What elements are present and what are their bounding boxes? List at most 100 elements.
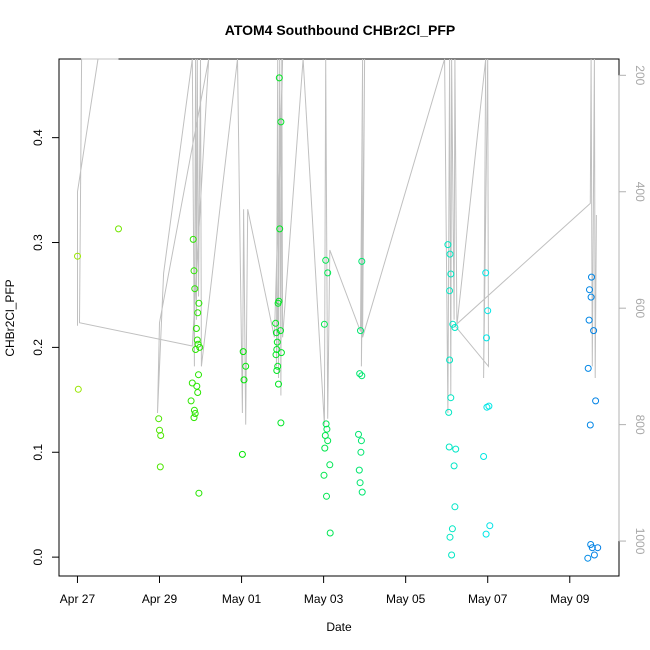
data-point bbox=[320, 320, 328, 328]
y2-tick-label: 1000 bbox=[633, 528, 647, 555]
data-point bbox=[323, 492, 330, 500]
data-point bbox=[74, 385, 82, 393]
data-point bbox=[448, 525, 456, 533]
y2-tick-label: 600 bbox=[633, 298, 647, 318]
data-point bbox=[192, 325, 200, 332]
data-point bbox=[275, 380, 282, 388]
data-point bbox=[277, 419, 285, 427]
y2-axis: 200 400 600 800 1000 bbox=[618, 65, 647, 555]
data-point bbox=[196, 343, 204, 351]
data-point bbox=[190, 267, 198, 275]
data-point bbox=[322, 256, 330, 264]
data-point bbox=[324, 437, 332, 445]
data-point bbox=[447, 270, 455, 278]
altitude-trace-line bbox=[77, 58, 597, 425]
y-tick-label: 0.3 bbox=[31, 234, 45, 251]
data-point bbox=[584, 554, 592, 562]
data-point bbox=[238, 450, 246, 458]
data-point bbox=[448, 551, 456, 559]
data-point bbox=[585, 316, 593, 324]
data-point bbox=[485, 402, 493, 410]
data-point bbox=[484, 307, 492, 315]
data-point bbox=[193, 336, 201, 344]
data-point bbox=[588, 544, 596, 552]
data-point bbox=[115, 225, 122, 233]
data-point bbox=[277, 327, 284, 335]
data-point bbox=[275, 297, 283, 305]
data-point bbox=[586, 421, 594, 429]
data-point bbox=[194, 389, 202, 396]
data-point bbox=[355, 466, 363, 474]
data-point bbox=[357, 448, 365, 456]
x-tick-label: May 07 bbox=[468, 592, 508, 606]
data-point bbox=[446, 287, 454, 295]
data-point bbox=[155, 415, 163, 423]
data-point bbox=[191, 410, 199, 417]
x-tick-label: May 09 bbox=[550, 592, 590, 606]
data-point bbox=[444, 241, 452, 249]
y-axis: 0.0 0.1 0.2 0.3 0.4 bbox=[31, 129, 60, 565]
data-point bbox=[195, 299, 203, 307]
data-point bbox=[195, 489, 203, 497]
data-point bbox=[482, 269, 490, 277]
altitude-trace bbox=[77, 58, 597, 425]
x-tick-label: Apr 27 bbox=[60, 592, 96, 606]
data-point bbox=[587, 293, 595, 301]
data-point bbox=[239, 348, 247, 356]
data-point bbox=[156, 426, 163, 434]
x-tick-label: May 03 bbox=[304, 592, 344, 606]
data-point bbox=[584, 364, 592, 372]
y-axis-label: CHBr2Cl_PFP bbox=[3, 279, 17, 356]
data-point bbox=[322, 420, 330, 428]
data-point bbox=[358, 372, 366, 380]
data-point bbox=[272, 319, 280, 327]
data-point bbox=[445, 408, 453, 416]
data-point bbox=[277, 118, 285, 126]
data-point bbox=[358, 488, 366, 496]
data-point bbox=[273, 338, 281, 346]
y2-tick-label: 800 bbox=[633, 415, 647, 435]
data-point bbox=[276, 225, 284, 233]
data-point bbox=[483, 334, 490, 342]
data-point bbox=[273, 367, 281, 374]
data-point bbox=[320, 471, 328, 479]
data-point bbox=[326, 529, 334, 537]
plot-frame bbox=[58, 58, 620, 577]
data-point bbox=[588, 273, 595, 281]
data-point bbox=[324, 269, 332, 277]
data-point bbox=[356, 479, 364, 487]
data-points bbox=[74, 74, 602, 562]
y-tick-label: 0.1 bbox=[31, 444, 45, 461]
chart-title: ATOM4 Southbound CHBr2Cl_PFP bbox=[225, 22, 455, 38]
data-point bbox=[272, 329, 280, 337]
x-axis: Apr 27 Apr 29 May 01 May 03 May 05 May 07 May … bbox=[60, 575, 590, 606]
data-point bbox=[445, 443, 453, 451]
data-point bbox=[240, 376, 248, 384]
data-point bbox=[592, 397, 600, 405]
data-point bbox=[446, 356, 454, 364]
data-point bbox=[451, 324, 459, 331]
x-tick-label: Apr 29 bbox=[142, 592, 178, 606]
data-point bbox=[450, 462, 458, 470]
data-point bbox=[586, 286, 593, 294]
data-point bbox=[590, 551, 598, 559]
data-point bbox=[590, 327, 598, 335]
data-point bbox=[194, 309, 202, 317]
data-point bbox=[486, 522, 494, 530]
y-tick-label: 0.2 bbox=[31, 339, 45, 356]
data-point bbox=[195, 371, 202, 379]
x-axis-label: Date bbox=[326, 620, 352, 634]
data-point bbox=[356, 370, 364, 378]
data-point bbox=[482, 530, 490, 538]
data-point bbox=[480, 453, 488, 460]
data-point bbox=[188, 379, 196, 387]
data-point bbox=[275, 74, 283, 82]
data-point bbox=[277, 349, 285, 357]
data-point bbox=[190, 414, 198, 422]
data-point bbox=[157, 432, 165, 439]
y2-tick-label: 400 bbox=[633, 182, 647, 202]
data-point bbox=[447, 394, 455, 402]
data-point bbox=[451, 503, 459, 511]
data-point bbox=[357, 327, 364, 335]
